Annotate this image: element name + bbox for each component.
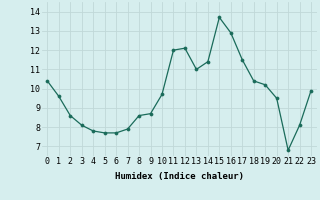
- X-axis label: Humidex (Indice chaleur): Humidex (Indice chaleur): [115, 172, 244, 181]
